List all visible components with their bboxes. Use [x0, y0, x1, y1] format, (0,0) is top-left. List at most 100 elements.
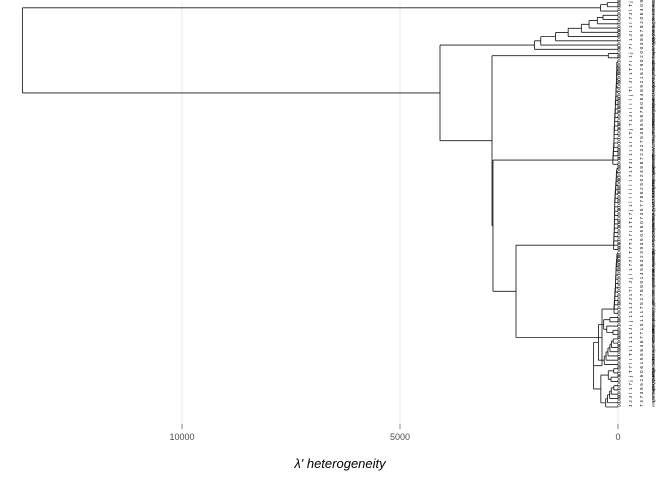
svg-text:j: j	[628, 95, 633, 97]
svg-text:l: l	[628, 363, 633, 364]
svg-text:3: 3	[639, 131, 644, 134]
svg-text:1: 1	[628, 332, 633, 335]
svg-text:8: 8	[639, 285, 644, 288]
svg-text:1: 1	[628, 55, 633, 58]
svg-text:0: 0	[639, 4, 644, 7]
svg-text:5000: 5000	[390, 432, 410, 442]
svg-text:6: 6	[639, 191, 644, 194]
svg-text:10000: 10000	[169, 432, 194, 442]
svg-text:000: 000	[617, 335, 622, 343]
svg-text:7: 7	[628, 263, 633, 266]
svg-text:5: 5	[639, 383, 644, 386]
svg-text:5: 5	[639, 119, 644, 122]
svg-text:2: 2	[639, 153, 644, 156]
svg-text:7: 7	[628, 259, 633, 262]
svg-text:2: 2	[639, 298, 644, 301]
svg-text:1: 1	[639, 361, 644, 364]
svg-text:6: 6	[639, 225, 644, 228]
svg-text:9: 9	[639, 246, 644, 249]
svg-text:1: 1	[628, 315, 633, 318]
svg-text:8: 8	[639, 114, 644, 117]
svg-text:000: 000	[617, 54, 622, 62]
svg-text:I: I	[628, 159, 633, 160]
svg-text:1: 1	[628, 340, 633, 343]
svg-text:1: 1	[628, 217, 633, 220]
svg-text:l: l	[628, 197, 633, 198]
svg-text:3: 3	[639, 42, 644, 45]
svg-text:j: j	[628, 376, 633, 378]
svg-text:7: 7	[628, 289, 633, 292]
svg-text:000: 000	[617, 373, 622, 381]
svg-text:1: 1	[639, 310, 644, 313]
svg-text:7: 7	[639, 29, 644, 32]
svg-text:1: 1	[628, 38, 633, 41]
svg-text:7: 7	[628, 234, 633, 237]
svg-text:T: T	[628, 68, 633, 71]
svg-text:J: J	[628, 115, 633, 117]
svg-text:8: 8	[639, 25, 644, 28]
svg-text:2: 2	[639, 255, 644, 258]
svg-text:5: 5	[639, 123, 644, 126]
svg-text:7: 7	[639, 140, 644, 143]
svg-text:8: 8	[639, 195, 644, 198]
svg-text:I: I	[628, 142, 633, 143]
svg-text:1: 1	[628, 136, 633, 139]
svg-text:1: 1	[628, 349, 633, 352]
svg-text:I: I	[628, 325, 633, 326]
svg-text:3: 3	[639, 259, 644, 262]
svg-text:000: 000	[617, 190, 622, 198]
svg-text:T: T	[628, 251, 633, 254]
svg-text:0: 0	[639, 281, 644, 284]
svg-text:000: 000	[617, 356, 622, 364]
svg-text:5: 5	[639, 238, 644, 241]
svg-text:8: 8	[639, 89, 644, 92]
svg-text:4: 4	[639, 272, 644, 275]
svg-text:7: 7	[639, 395, 644, 398]
svg-text:7: 7	[639, 110, 644, 113]
svg-text:l: l	[628, 189, 633, 190]
svg-text:T: T	[628, 242, 633, 245]
svg-text:1: 1	[628, 268, 633, 271]
svg-text:9: 9	[639, 63, 644, 66]
svg-text:000: 000	[617, 71, 622, 79]
svg-text:4: 4	[639, 170, 644, 173]
svg-text:j: j	[628, 53, 633, 55]
svg-text:J: J	[628, 81, 633, 83]
svg-text:1: 1	[628, 387, 633, 390]
svg-text:0: 0	[639, 102, 644, 105]
svg-text:l: l	[628, 393, 633, 394]
svg-text:1: 1	[628, 293, 633, 296]
svg-text:I: I	[628, 78, 633, 79]
svg-text:8: 8	[639, 161, 644, 164]
svg-text:7: 7	[628, 212, 633, 215]
svg-text:7: 7	[639, 217, 644, 220]
svg-text:000: 000	[617, 126, 622, 134]
svg-text:1: 1	[628, 25, 633, 28]
svg-text:4: 4	[639, 93, 644, 96]
svg-text:7: 7	[628, 174, 633, 177]
svg-text:T: T	[628, 131, 633, 134]
svg-text:I: I	[628, 31, 633, 32]
svg-text:I: I	[628, 180, 633, 181]
svg-text:1: 1	[628, 144, 633, 147]
svg-text:T: T	[628, 4, 633, 7]
svg-text:J: J	[628, 162, 633, 164]
svg-text:1: 1	[639, 76, 644, 79]
svg-text:2: 2	[639, 21, 644, 24]
svg-text:000: 000	[617, 109, 622, 117]
svg-text:000: 000	[617, 165, 622, 173]
svg-text:4: 4	[639, 344, 644, 347]
svg-text:2: 2	[639, 174, 644, 177]
svg-text:1: 1	[628, 336, 633, 339]
svg-text:0: 0	[639, 370, 644, 373]
svg-text:7: 7	[639, 336, 644, 339]
svg-text:7: 7	[639, 306, 644, 309]
svg-text:000: 000	[617, 348, 622, 356]
svg-text:j: j	[628, 1, 633, 3]
svg-text:1: 1	[628, 306, 633, 309]
svg-text:l: l	[628, 185, 633, 186]
svg-text:2: 2	[639, 55, 644, 58]
svg-text:J: J	[628, 34, 633, 36]
svg-text:0: 0	[639, 51, 644, 54]
svg-text:λ' heterogeneity: λ' heterogeneity	[293, 456, 387, 471]
